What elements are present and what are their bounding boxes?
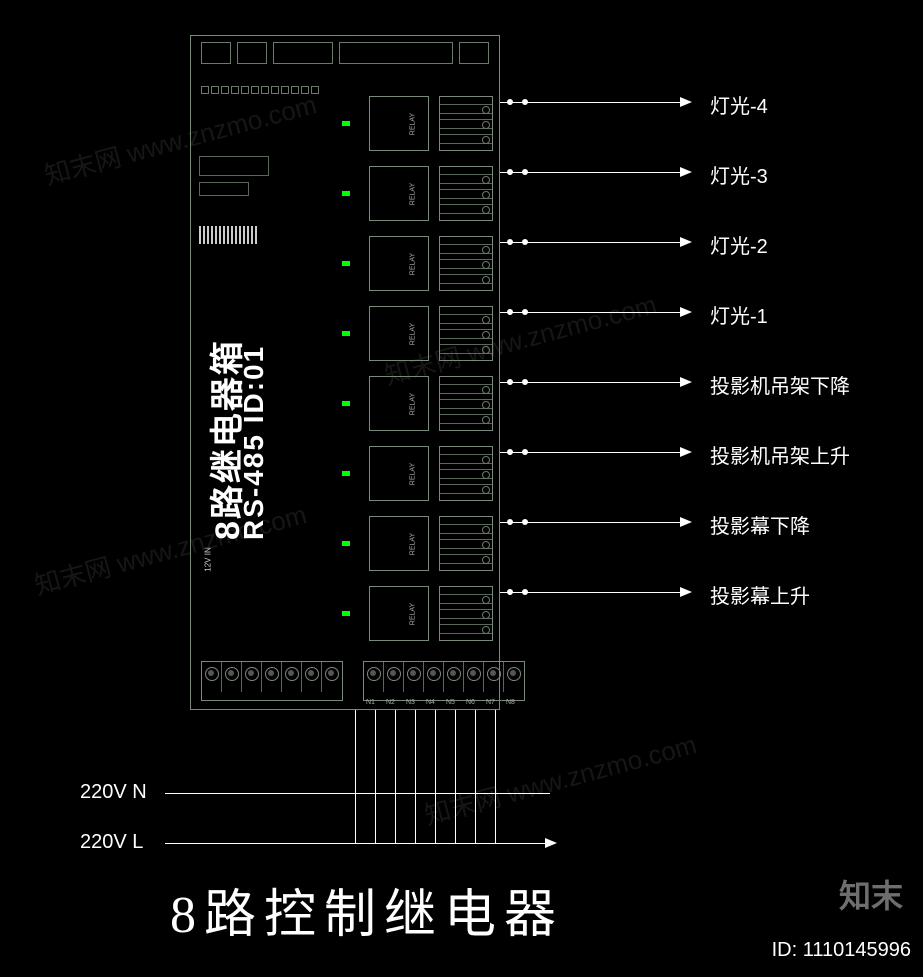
relay-block: RELAY: [369, 166, 429, 221]
terminal-block: [439, 586, 493, 641]
arrow-head-icon: [680, 237, 692, 247]
power-vertical-wire: [355, 710, 356, 843]
pcb-12v-label: 12V IN: [204, 547, 213, 571]
arrow-head-icon: [680, 97, 692, 107]
terminal-block: [439, 516, 493, 571]
output-label: 灯光-2: [710, 230, 768, 259]
relay-block: RELAY: [369, 586, 429, 641]
wire-junction: [507, 99, 513, 105]
power-vertical-wire: [495, 710, 496, 843]
arrow-head-icon: [680, 377, 692, 387]
arrow-head-icon: [680, 307, 692, 317]
arrow-head-icon: [680, 167, 692, 177]
terminal-block: [439, 446, 493, 501]
bottom-left-terminal-group: [201, 661, 343, 701]
power-vertical-wire: [455, 710, 456, 843]
wire-junction: [507, 239, 513, 245]
pcb-header-connectors: [201, 42, 489, 72]
pcb-pin-strip: [201, 78, 361, 102]
power-l-wire: [165, 843, 550, 844]
output-label: 投影幕下降: [710, 510, 810, 539]
output-label: 投影幕上升: [710, 580, 810, 609]
power-vertical-wire: [375, 710, 376, 843]
pcb-title-line2: RS-485 ID:01: [238, 345, 270, 540]
terminal-block: [439, 166, 493, 221]
wire-junction: [507, 379, 513, 385]
image-id-label: ID: 1110145996: [772, 939, 911, 962]
relay-block: RELAY: [369, 236, 429, 291]
wire-junction: [522, 169, 528, 175]
wire-junction: [522, 239, 528, 245]
power-n-label: 220V N: [80, 781, 147, 804]
watermark-logo: 知末: [839, 871, 903, 917]
wire-junction: [522, 519, 528, 525]
relay-block: RELAY: [369, 376, 429, 431]
watermark: 知末网 www.znzmo.com: [420, 724, 700, 832]
bottom-terminal-strips: N1 N2 N3 N4 N5 N6 N7 N8: [201, 661, 489, 701]
relay-block: RELAY: [369, 516, 429, 571]
wire-junction: [522, 379, 528, 385]
wire-junction: [522, 449, 528, 455]
wire-junction: [507, 449, 513, 455]
relay-column: RELAY RELAY RELAY RELAY RELAY RELAY RELA…: [369, 96, 429, 656]
arrow-head-icon: [680, 587, 692, 597]
wire-junction: [522, 589, 528, 595]
arrow-head-icon: [680, 517, 692, 527]
wire-junction: [507, 589, 513, 595]
power-l-label: 220V L: [80, 831, 143, 854]
output-label: 灯光-3: [710, 160, 768, 189]
wire-junction: [522, 99, 528, 105]
pcb-side-components: [199, 156, 269, 202]
bottom-right-terminal-group: N1 N2 N3 N4 N5 N6 N7 N8: [363, 661, 525, 701]
wire-junction: [507, 519, 513, 525]
relay-block: RELAY: [369, 446, 429, 501]
terminal-block: [439, 306, 493, 361]
output-terminal-column: [439, 96, 493, 656]
pcb-barcode: [199, 226, 259, 244]
wire-junction: [522, 309, 528, 315]
relay-block: RELAY: [369, 96, 429, 151]
power-vertical-wire: [475, 710, 476, 843]
terminal-block: [439, 236, 493, 291]
output-label: 投影机吊架下降: [710, 370, 850, 399]
power-vertical-wire: [435, 710, 436, 843]
terminal-block: [439, 96, 493, 151]
diagram-title: 8路控制继电器: [170, 872, 564, 947]
arrow-head-icon: [545, 838, 557, 848]
output-label: 灯光-4: [710, 90, 768, 119]
output-label: 投影机吊架上升: [710, 440, 850, 469]
wire-junction: [507, 169, 513, 175]
relay-block: RELAY: [369, 306, 429, 361]
arrow-head-icon: [680, 447, 692, 457]
wire-junction: [507, 309, 513, 315]
power-vertical-wire: [415, 710, 416, 843]
power-n-wire: [165, 793, 550, 794]
output-label: 灯光-1: [710, 300, 768, 329]
terminal-block: [439, 376, 493, 431]
power-vertical-wire: [395, 710, 396, 843]
